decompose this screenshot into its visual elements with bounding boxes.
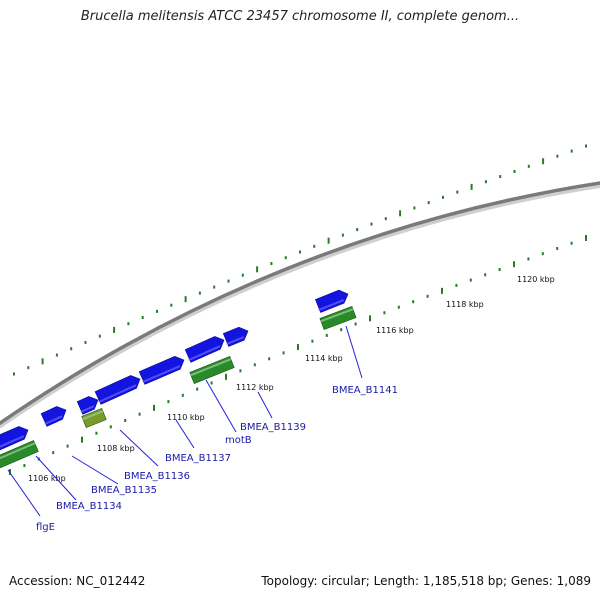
gene-leader-line (345, 325, 363, 379)
gene-label: motB (225, 435, 252, 446)
gene-leader-line (175, 419, 195, 449)
cds-features (0, 306, 357, 469)
forward-gene-highlight (318, 299, 344, 311)
scale-label: 1114 kbp (305, 354, 343, 363)
chromosome-backbone (0, 181, 600, 426)
gene-label: BMEA_B1135 (91, 485, 157, 496)
forward-gene-highlight (188, 345, 221, 361)
gene-label: BMEA_B1136 (124, 471, 190, 482)
scale-label: 1118 kbp (446, 300, 484, 309)
forward-gene-highlight (80, 405, 95, 413)
cds-feature-highlight (320, 308, 354, 323)
gene-leader-line (205, 379, 237, 433)
gene-leader-line (35, 455, 77, 501)
gene-leader-line (257, 391, 273, 419)
forward-gene-highlight (142, 365, 181, 383)
map-title: Brucella melitensis ATCC 23457 chromosom… (80, 9, 520, 24)
cds-feature-bar (0, 440, 39, 469)
forward-gene-arrow (94, 375, 141, 405)
forward-gene-highlight (44, 415, 63, 425)
scale-label: 1110 kbp (167, 413, 205, 422)
gene-label: BMEA_B1137 (165, 453, 231, 464)
forward-gene-arrow (222, 326, 249, 347)
scale-label: 1106 kbp (28, 474, 66, 483)
gene-leader-line (119, 429, 159, 467)
chromosome-backbone-shadow (0, 181, 600, 429)
forward-strand-genes (0, 289, 349, 451)
genome-summary-text: Topology: circular; Length: 1,185,518 bp… (261, 574, 591, 588)
forward-gene-highlight (0, 435, 25, 448)
forward-gene-arrow (138, 355, 185, 385)
forward-gene-highlight (98, 384, 137, 403)
gene-leader-line (71, 455, 119, 485)
scale-labels: 1106 kbp 1108 kbp 1110 kbp 1112 kbp 1114 kbp… (28, 275, 555, 483)
gene-leader-line (7, 469, 41, 517)
forward-gene-arrow (40, 406, 67, 427)
forward-gene-highlight (226, 336, 245, 345)
gene-label: BMEA_B1134 (56, 501, 122, 512)
gene-label: BMEA_B1141 (332, 385, 398, 396)
cds-feature-highlight (0, 442, 36, 460)
cds-feature-highlight (190, 358, 232, 377)
gene-label: flgE (36, 522, 55, 533)
forward-gene-arrow (315, 289, 349, 313)
scale-label: 1112 kbp (236, 383, 274, 392)
outer-tick-ring (13, 144, 587, 376)
scale-label: 1120 kbp (517, 275, 555, 284)
forward-gene-arrow (184, 336, 225, 363)
cds-feature-highlight (82, 410, 104, 421)
inner-scale-ring (9, 235, 587, 475)
gene-label: BMEA_B1139 (240, 422, 306, 433)
scale-label: 1116 kbp (376, 326, 414, 335)
scale-label: 1108 kbp (97, 444, 135, 453)
forward-gene-arrow (76, 396, 99, 415)
accession-text: Accession: NC_012442 (9, 574, 146, 588)
